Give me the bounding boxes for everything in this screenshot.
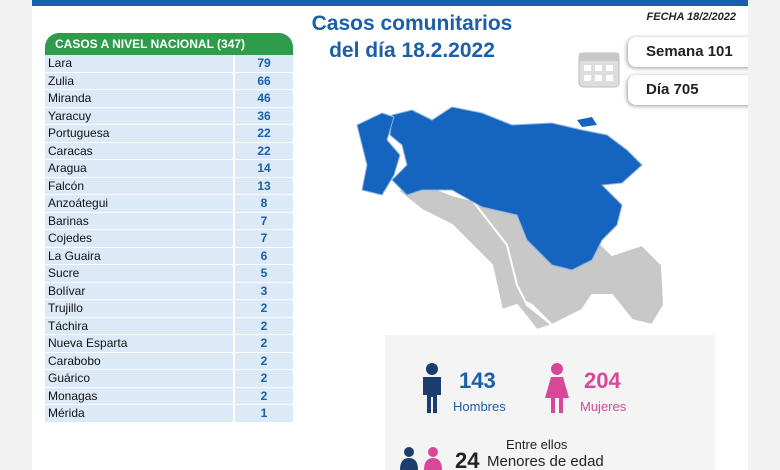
state-name: Bolívar xyxy=(45,282,235,300)
state-name: Lara xyxy=(45,55,235,73)
stats-panel xyxy=(385,335,715,470)
state-name: Cojedes xyxy=(45,230,235,248)
state-name: Portuguesa xyxy=(45,125,235,143)
state-name: Táchira xyxy=(45,317,235,335)
table-row: Anzoátegui 8 xyxy=(45,195,293,213)
table-row: Miranda 46 xyxy=(45,90,293,108)
state-cases: 22 xyxy=(235,125,293,143)
title: Casos comunitarios xyxy=(311,12,513,35)
table-row: Cojedes 7 xyxy=(45,230,293,248)
minors-label: Menores de edad xyxy=(487,453,604,470)
table-row: Barinas 7 xyxy=(45,212,293,230)
week: Semana 101 xyxy=(628,37,748,67)
state-name: Miranda xyxy=(45,90,235,108)
table-row: La Guaira 6 xyxy=(45,247,293,265)
state-name: Zulia xyxy=(45,72,235,90)
date: FECHA 18/2/2022 xyxy=(646,11,736,23)
table-row: Aragua 14 xyxy=(45,160,293,178)
cases-table: CASOS A NIVEL NACIONAL (347) Lara 79 Zulia… xyxy=(45,33,293,423)
state-name: Monagas xyxy=(45,387,235,405)
table-row: Bolívar 3 xyxy=(45,282,293,300)
state-cases: 36 xyxy=(235,107,293,125)
state-name: Mérida xyxy=(45,405,235,423)
minors-intro: Entre ellos xyxy=(506,437,568,452)
table-row: Guárico 2 xyxy=(45,370,293,388)
table-body: Lara 79 Zulia 66 Miranda 46 Yaracuy 36 Portugues… xyxy=(45,55,293,423)
state-cases: 13 xyxy=(235,177,293,195)
table-row: Táchira 2 xyxy=(45,317,293,335)
table-row: Trujillo 2 xyxy=(45,300,293,318)
state-cases: 14 xyxy=(235,160,293,178)
state-cases: 3 xyxy=(235,282,293,300)
state-name: Sucre xyxy=(45,265,235,283)
state-name: Caracas xyxy=(45,142,235,160)
state-name: Falcón xyxy=(45,177,235,195)
table-header: CASOS A NIVEL NACIONAL (347) xyxy=(45,33,293,55)
state-name: Trujillo xyxy=(45,300,235,318)
state-cases: 2 xyxy=(235,335,293,353)
state-cases: 2 xyxy=(235,300,293,318)
state-cases: 6 xyxy=(235,247,293,265)
title-block: Casos comunitarios del día 18.2.2022 xyxy=(282,10,542,64)
top-bar xyxy=(32,0,748,6)
table-row: Caracas 22 xyxy=(45,142,293,160)
table-row: Monagas 2 xyxy=(45,387,293,405)
state-name: Yaracuy xyxy=(45,107,235,125)
table-row: Portuguesa 22 xyxy=(45,125,293,143)
table-row: Falcón 13 xyxy=(45,177,293,195)
state-name: Carabobo xyxy=(45,352,235,370)
state-cases: 2 xyxy=(235,317,293,335)
state-cases: 8 xyxy=(235,195,293,213)
table-row: Lara 79 xyxy=(45,55,293,73)
state-name: Nueva Esparta xyxy=(45,335,235,353)
table-row: Mérida 1 xyxy=(45,405,293,423)
state-cases: 1 xyxy=(235,405,293,423)
table-total: (347) xyxy=(217,37,246,51)
table-row: Zulia 66 xyxy=(45,72,293,90)
state-cases: 7 xyxy=(235,230,293,248)
minors-count: 24 xyxy=(455,448,480,470)
state-cases: 7 xyxy=(235,212,293,230)
state-cases: 66 xyxy=(235,72,293,90)
men-count: 143 xyxy=(459,368,496,393)
men-label: Hombres xyxy=(453,399,506,414)
state-cases: 22 xyxy=(235,142,293,160)
state-name: Anzoátegui xyxy=(45,195,235,213)
state-cases: 2 xyxy=(235,387,293,405)
table-title: CASOS A NIVEL NACIONAL xyxy=(55,37,214,51)
state-cases: 5 xyxy=(235,265,293,283)
state-name: Barinas xyxy=(45,212,235,230)
state-cases: 2 xyxy=(235,370,293,388)
state-name: Guárico xyxy=(45,370,235,388)
infographic: Casos comunitarios del día 18.2.2022 FEC… xyxy=(32,0,748,470)
man-icon xyxy=(423,363,441,413)
minors-icon xyxy=(400,447,442,470)
table-row: Nueva Esparta 2 xyxy=(45,335,293,353)
table-row: Carabobo 2 xyxy=(45,352,293,370)
woman-icon xyxy=(545,363,569,413)
table-row: Sucre 5 xyxy=(45,265,293,283)
calendar-icon xyxy=(578,52,620,88)
subtitle: del día 18.2.2022 xyxy=(329,39,495,62)
state-name: La Guaira xyxy=(45,247,235,265)
state-cases: 46 xyxy=(235,90,293,108)
state-cases: 79 xyxy=(235,55,293,73)
state-name: Aragua xyxy=(45,160,235,178)
map xyxy=(356,106,666,332)
women-count: 204 xyxy=(584,368,621,393)
women-label: Mujeres xyxy=(580,399,627,414)
day: Día 705 xyxy=(628,75,748,105)
table-row: Yaracuy 36 xyxy=(45,107,293,125)
state-cases: 2 xyxy=(235,352,293,370)
